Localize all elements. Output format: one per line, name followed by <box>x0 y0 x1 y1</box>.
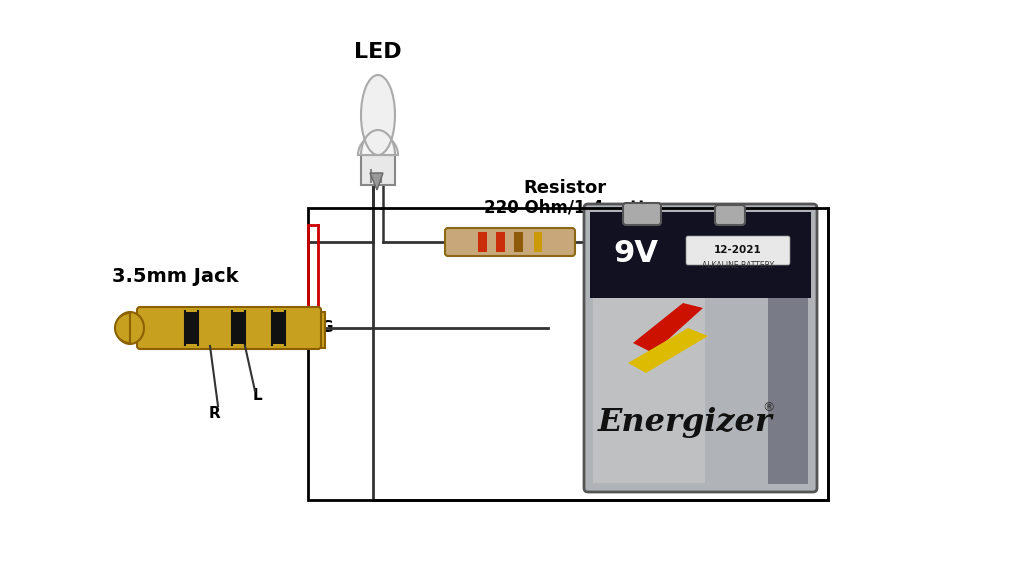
Text: L: L <box>252 388 262 404</box>
Wedge shape <box>115 313 130 343</box>
Text: Energizer: Energizer <box>598 407 772 438</box>
Text: Resistor: Resistor <box>523 179 606 197</box>
Text: 220 Ohm/1.4watt: 220 Ohm/1.4watt <box>484 199 646 217</box>
Text: R: R <box>209 407 221 422</box>
Polygon shape <box>628 328 708 373</box>
Bar <box>496 232 505 252</box>
Bar <box>478 232 487 252</box>
Bar <box>272 312 285 344</box>
FancyBboxPatch shape <box>445 228 575 256</box>
Bar <box>590 212 811 298</box>
Bar <box>308 208 828 500</box>
Text: LED: LED <box>354 42 401 62</box>
Ellipse shape <box>361 75 395 155</box>
Bar <box>593 213 705 483</box>
Text: 12-2021: 12-2021 <box>714 245 762 255</box>
Bar <box>185 312 198 344</box>
Polygon shape <box>370 173 383 190</box>
FancyBboxPatch shape <box>137 307 321 349</box>
Bar <box>514 232 523 252</box>
Text: 9V: 9V <box>613 238 658 267</box>
Polygon shape <box>633 303 703 353</box>
Wedge shape <box>358 135 398 155</box>
Bar <box>232 312 245 344</box>
Bar <box>303 312 325 348</box>
Bar <box>361 155 395 185</box>
Text: ®: ® <box>762 401 774 415</box>
Ellipse shape <box>116 312 144 344</box>
Text: G: G <box>319 320 333 335</box>
Text: ALKALINE BATTERY: ALKALINE BATTERY <box>701 260 774 270</box>
Text: 3.5mm Jack: 3.5mm Jack <box>112 267 239 286</box>
FancyBboxPatch shape <box>584 204 817 492</box>
Bar <box>768 212 808 484</box>
FancyBboxPatch shape <box>686 236 790 265</box>
Bar <box>534 232 542 252</box>
FancyBboxPatch shape <box>623 203 662 225</box>
FancyBboxPatch shape <box>715 205 745 225</box>
